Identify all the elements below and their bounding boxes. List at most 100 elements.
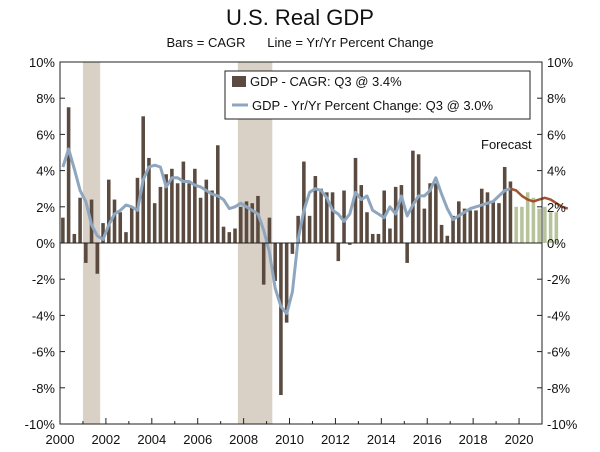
bar-cagr xyxy=(152,203,157,243)
bar-cagr xyxy=(267,217,272,243)
bar-cagr xyxy=(462,208,467,243)
bar-cagr xyxy=(95,243,100,274)
bar-cagr xyxy=(227,232,232,243)
bar-forecast xyxy=(531,197,536,243)
bar-cagr xyxy=(336,243,341,262)
bar-cagr xyxy=(124,232,128,243)
bar-forecast xyxy=(554,212,559,243)
bar-cagr xyxy=(497,203,501,243)
bar-cagr xyxy=(61,217,65,243)
bar-cagr xyxy=(273,243,277,282)
chart-subtitle: Bars = CAGR Line = Yr/Yr Percent Change xyxy=(166,35,434,50)
bar-forecast xyxy=(543,206,547,243)
bar-cagr xyxy=(164,174,168,243)
bar-cagr xyxy=(210,190,214,243)
y-tick-label-right: 2% xyxy=(547,200,566,215)
bar-cagr xyxy=(118,212,123,243)
bar-forecast xyxy=(537,208,541,243)
legend: GDP - CAGR: Q3 @ 3.4% GDP - Yr/Yr Percen… xyxy=(224,70,531,120)
x-tick-label: 2006 xyxy=(183,432,212,447)
bar-cagr xyxy=(221,226,226,243)
bar-cagr xyxy=(193,168,197,243)
bar-forecast xyxy=(525,192,530,243)
line-yoy-forecast xyxy=(510,187,569,210)
bar-cagr xyxy=(158,186,163,243)
bar-cagr xyxy=(451,215,455,243)
bar-cagr xyxy=(84,243,88,263)
bar-cagr xyxy=(72,233,77,243)
bar-cagr xyxy=(284,243,289,323)
bar-cagr xyxy=(238,206,243,243)
bar-cagr xyxy=(422,208,427,243)
bar-cagr xyxy=(256,195,260,243)
x-tick-label: 2008 xyxy=(229,432,258,447)
y-tick-label-left: -4% xyxy=(32,308,56,323)
bar-cagr xyxy=(411,150,415,243)
x-tick-label: 2020 xyxy=(505,432,534,447)
y-tick-label-left: -10% xyxy=(25,417,56,432)
bar-cagr xyxy=(187,183,191,243)
bar-cagr xyxy=(399,185,404,243)
x-tick-label: 2016 xyxy=(413,432,442,447)
bar-cagr xyxy=(101,223,105,243)
legend-swatch-cagr xyxy=(232,76,246,87)
y-tick-label-right: 0% xyxy=(547,236,566,251)
bar-cagr xyxy=(290,243,295,254)
line-yoy xyxy=(61,147,511,316)
y-tick-label-left: 4% xyxy=(36,164,55,179)
bar-cagr xyxy=(319,188,323,243)
bar-cagr xyxy=(439,224,444,243)
bar-cagr xyxy=(491,201,496,243)
y-tick-label-right: 4% xyxy=(547,164,566,179)
bar-cagr xyxy=(388,228,392,243)
y-tick-label-right: 6% xyxy=(547,127,566,142)
bar-cagr xyxy=(370,233,375,243)
y-tick-label-right: -10% xyxy=(547,417,578,432)
y-tick-label-right: -8% xyxy=(547,381,571,396)
y-tick-label-right: 10% xyxy=(547,55,573,70)
tick-labels: 10% 10% 8% 8% 6% 6% 4% 4% 2% 2% 0% 0% -2% -2% -4% -4% -6… xyxy=(25,55,578,447)
bar-cagr xyxy=(175,183,180,243)
forecast-annotation: Forecast xyxy=(481,137,532,152)
bar-cagr xyxy=(279,243,283,396)
bar-forecast xyxy=(520,206,524,243)
y-tick-label-left: -8% xyxy=(32,381,56,396)
bar-cagr xyxy=(405,243,409,263)
bar-cagr xyxy=(106,179,111,243)
bar-cagr xyxy=(502,166,507,243)
bar-cagr xyxy=(365,212,369,243)
x-tick-label: 2018 xyxy=(459,432,488,447)
bar-cagr xyxy=(129,206,134,243)
bar-cagr xyxy=(147,157,151,243)
bar-cagr xyxy=(445,235,450,243)
y-tick-label-right: -4% xyxy=(547,308,571,323)
x-tick-label: 2004 xyxy=(137,432,166,447)
y-tick-label-right: 8% xyxy=(547,91,566,106)
bar-cagr xyxy=(181,161,186,243)
y-tick-label-left: 6% xyxy=(36,127,55,142)
legend-box xyxy=(224,70,531,120)
legend-label-yoy: GDP - Yr/Yr Percent Change: Q3 @ 3.0% xyxy=(252,98,493,113)
bar-cagr xyxy=(479,188,484,243)
y-tick-label-right: -6% xyxy=(547,345,571,360)
bar-cagr xyxy=(330,192,335,243)
bar-cagr xyxy=(342,190,346,243)
bar-cagr xyxy=(233,228,237,243)
bar-cagr xyxy=(307,215,312,243)
x-tick-label: 2012 xyxy=(321,432,350,447)
bar-cagr xyxy=(457,201,461,243)
bar-cagr xyxy=(474,210,478,243)
legend-label-cagr: GDP - CAGR: Q3 @ 3.4% xyxy=(250,74,402,89)
bar-cagr xyxy=(261,243,266,285)
x-tick-label: 2002 xyxy=(91,432,120,447)
bar-cagr xyxy=(170,168,174,243)
bar-cagr xyxy=(216,145,220,243)
bar-cagr xyxy=(434,183,438,243)
chart-title: U.S. Real GDP xyxy=(226,5,374,30)
y-tick-label-left: -6% xyxy=(32,345,56,360)
bar-cagr xyxy=(244,201,249,243)
bar-cagr xyxy=(198,197,203,243)
bar-forecast xyxy=(548,212,553,243)
bar-cagr xyxy=(347,243,352,245)
y-tick-label-right: -2% xyxy=(547,272,571,287)
